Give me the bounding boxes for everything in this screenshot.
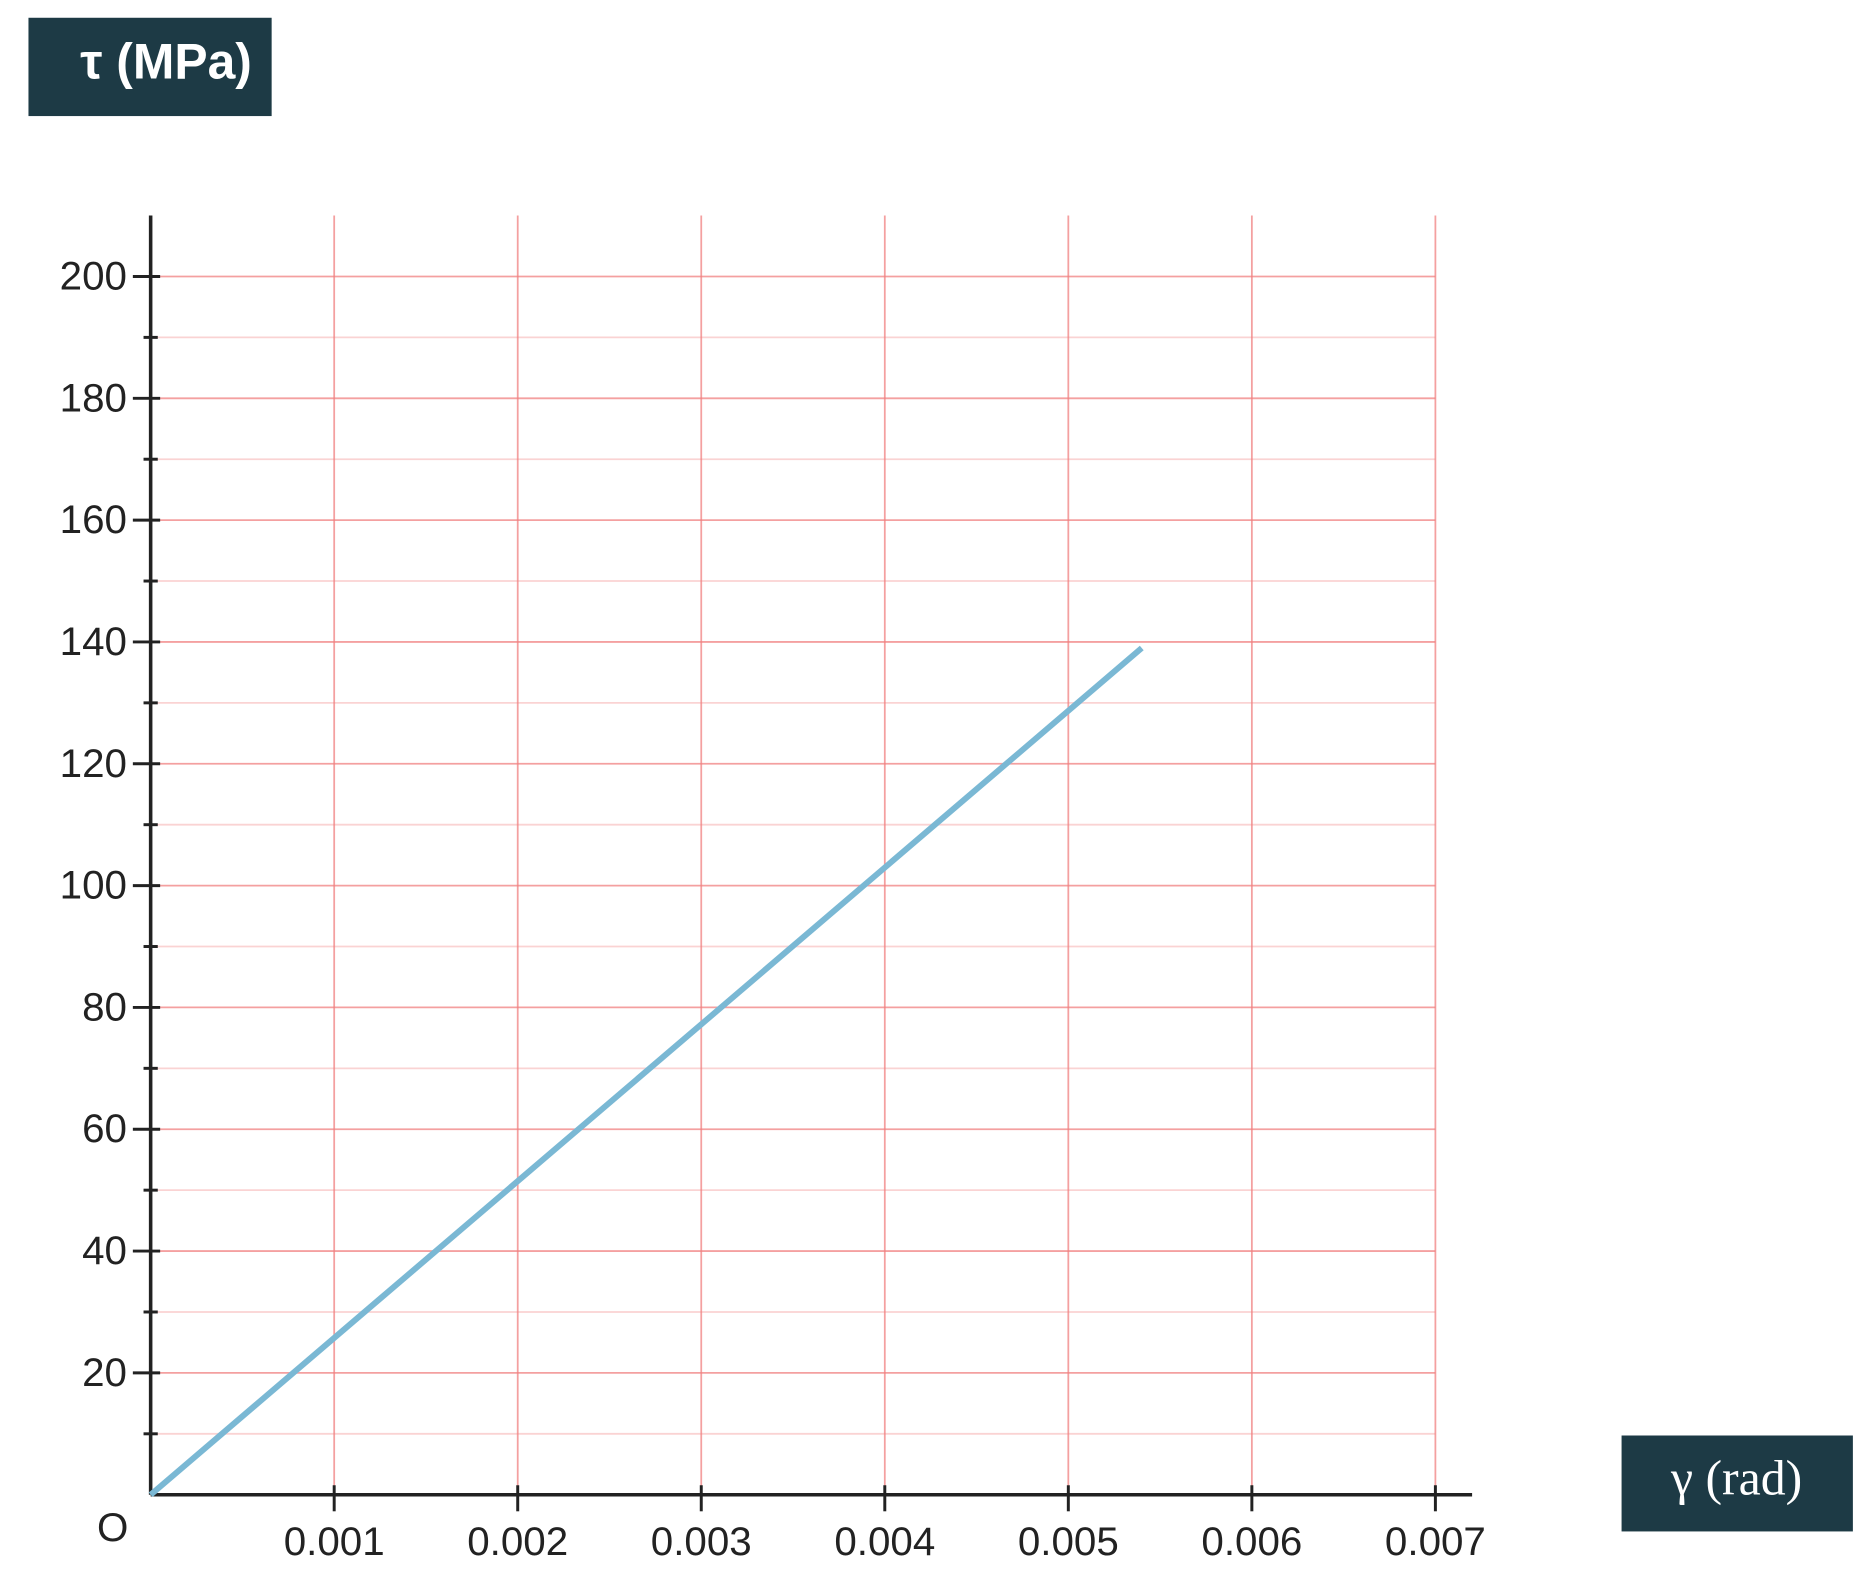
y-tick-label: 60: [82, 1106, 127, 1151]
y-tick-label: 200: [60, 254, 127, 299]
x-tick-label: 0.001: [284, 1519, 385, 1564]
x-tick-label: 0.003: [651, 1519, 752, 1564]
x-tick-label: 0.006: [1201, 1519, 1302, 1564]
origin-label: O: [97, 1505, 128, 1550]
y-tick-label: 180: [60, 375, 127, 420]
y-tick-label: 20: [82, 1350, 127, 1395]
y-tick-label: 80: [82, 984, 127, 1029]
y-axis-label: τ (MPa): [80, 33, 252, 89]
y-tick-label: 100: [60, 863, 127, 908]
y-tick-label: 40: [82, 1228, 127, 1273]
y-tick-label: 140: [60, 619, 127, 664]
data-line: [148, 645, 1144, 1497]
x-tick-label: 0.004: [834, 1519, 935, 1564]
x-tick-label: 0.005: [1018, 1519, 1119, 1564]
x-tick-label: 0.002: [467, 1519, 568, 1564]
y-label-box: [28, 17, 272, 117]
x-axis-label: γ (rad): [1670, 1450, 1802, 1505]
x-label-box: [1621, 1435, 1853, 1532]
y-tick-label: 160: [60, 497, 127, 542]
y-tick-label: 120: [60, 741, 127, 786]
x-tick-label: 0.007: [1385, 1519, 1486, 1564]
